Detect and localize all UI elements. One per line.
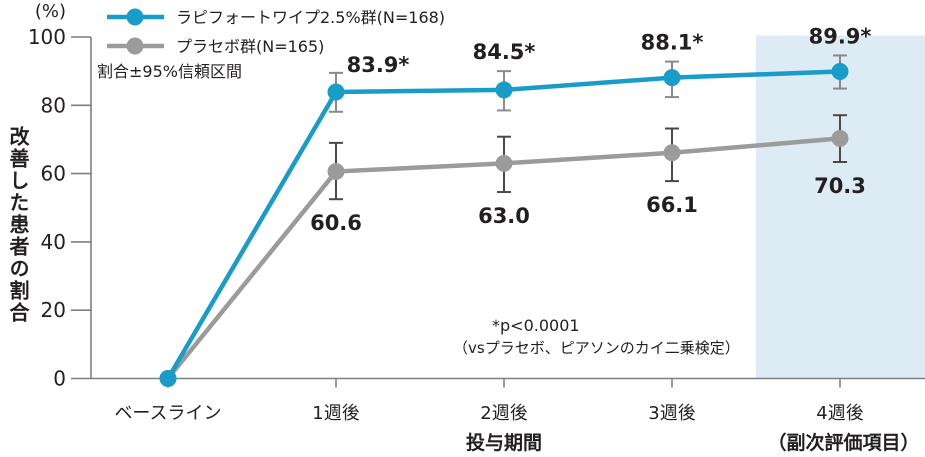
series-treatment (159, 54, 849, 387)
y-tick-label: 60 (41, 162, 66, 186)
x-secondary-title: （副次評価項目） (767, 431, 919, 454)
y-tick-label: 20 (41, 298, 66, 322)
data-label-placebo: 60.6 (310, 211, 362, 235)
pvalue-annotation: *p<0.0001 (492, 316, 580, 335)
legend-label: ラピフォートワイプ2.5%群(N=168) (176, 8, 445, 27)
y-tick-label: 80 (41, 93, 66, 117)
data-point-placebo (327, 163, 345, 181)
data-point-treatment (159, 370, 177, 387)
legend-note: 割合±95%信頼区間 (97, 62, 242, 81)
legend-label: プラセボ群(N=165) (176, 37, 324, 56)
y-tick-label: 100 (28, 25, 66, 49)
x-tick-label: 1週後 (312, 403, 359, 424)
x-tick-label: 2週後 (480, 403, 527, 424)
legend-dot-marker (126, 37, 144, 55)
data-point-placebo (495, 154, 513, 172)
y-axis-title: 改善した患者の割合 (6, 126, 30, 324)
legend-dot-marker (126, 8, 144, 26)
data-label-placebo: 70.3 (814, 174, 866, 198)
x-axis-title: 投与期間 (466, 431, 542, 454)
data-label-placebo: 66.1 (646, 193, 698, 217)
highlight-band-week4 (756, 35, 925, 379)
x-tick-label: ベースライン (114, 403, 221, 424)
y-axis-unit-label: (%) (35, 1, 66, 22)
data-point-treatment (663, 69, 681, 87)
y-tick-label: 40 (41, 230, 66, 254)
data-label-treatment: 89.9* (809, 24, 872, 48)
x-tick-label: 4週後 (816, 403, 863, 424)
data-point-placebo (831, 129, 849, 147)
x-tick-label: 3週後 (648, 403, 695, 424)
data-label-placebo: 63.0 (478, 204, 530, 228)
data-point-treatment (327, 83, 345, 101)
legend-item-placebo (107, 37, 164, 55)
data-label-treatment: 84.5* (473, 40, 536, 64)
data-label-treatment: 88.1* (641, 31, 704, 55)
pvalue-method-annotation: （vsプラセボ、ピアソンのカイ二乗検定） (453, 339, 740, 357)
data-point-placebo (663, 144, 681, 162)
y-tick-label: 0 (53, 367, 66, 391)
legend-item-treatment (107, 8, 164, 26)
data-point-treatment (831, 62, 849, 80)
data-point-treatment (495, 81, 513, 99)
data-label-treatment: 83.9* (347, 53, 410, 77)
